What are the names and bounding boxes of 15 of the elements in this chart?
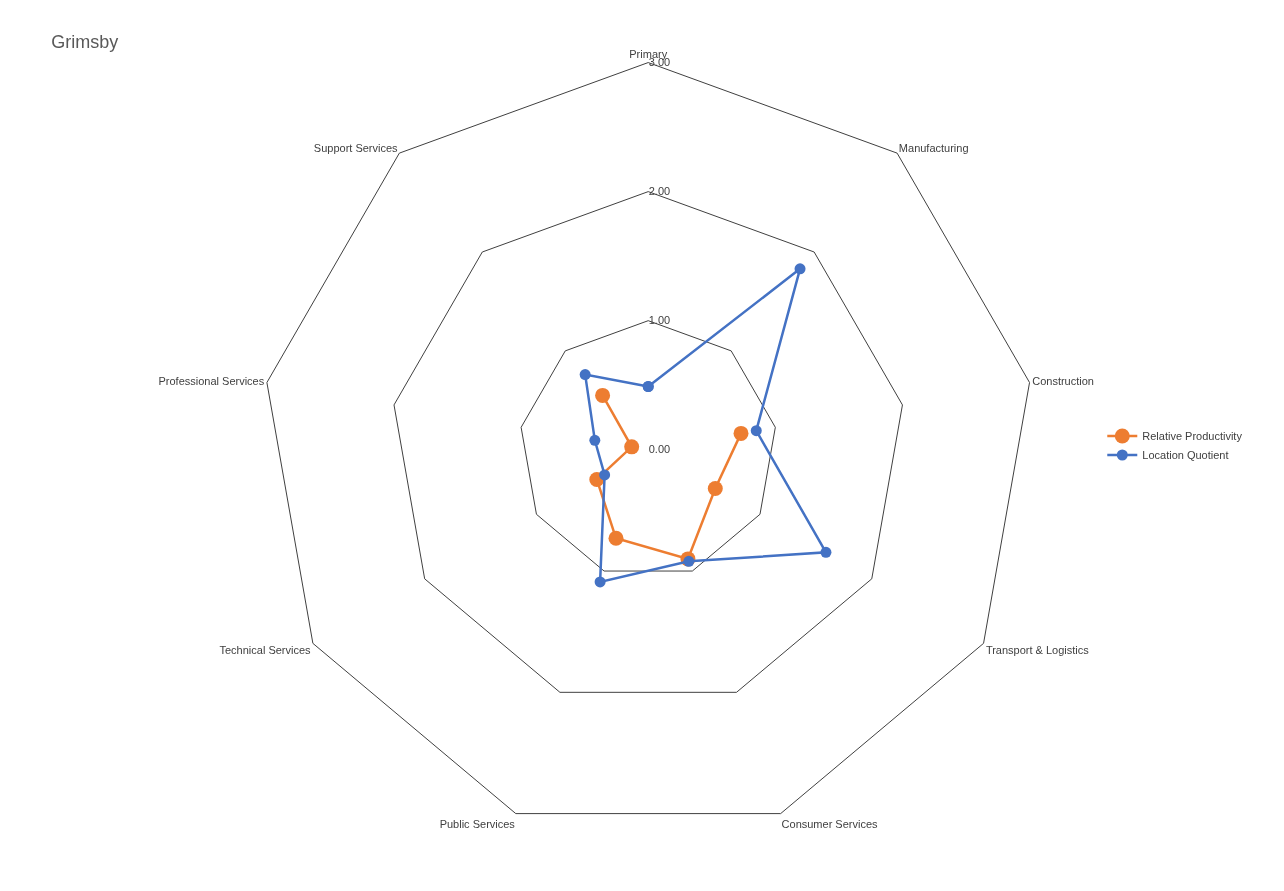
legend-label: Relative Productivity [1142,430,1243,443]
spoke-label: Technical Services [219,643,312,656]
spoke-label: Manufacturing [898,141,969,154]
y-tick-label: 0.00 [648,443,671,456]
spoke-label: Professional Services [158,375,265,388]
y-tick-label: 1.00 [648,314,671,327]
legend-label: Location Quotient [1142,449,1229,462]
spoke-label: Support Services [313,141,399,154]
chart-title: Grimsby [51,32,119,53]
spoke-label: Primary [629,47,668,60]
spoke-label: Transport & Logistics [985,643,1090,656]
spoke-label: Construction [1032,375,1094,388]
y-tick-label: 2.00 [648,185,671,198]
spoke-label: Public Services [439,817,516,830]
spoke-label: Consumer Services [781,817,879,830]
